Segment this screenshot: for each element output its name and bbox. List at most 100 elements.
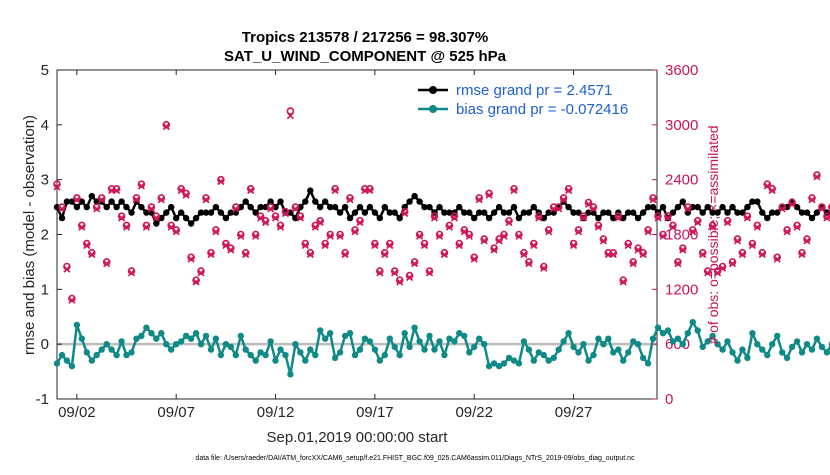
data-point <box>813 209 821 216</box>
obs-possible-point <box>723 217 732 225</box>
obs-possible-point <box>152 212 161 220</box>
obs-assimilated-point <box>679 246 687 254</box>
data-point <box>346 330 354 337</box>
obs-possible-point <box>400 207 409 216</box>
obs-possible-point <box>758 249 767 257</box>
data-point <box>331 203 339 211</box>
obs-possible-point <box>654 212 662 220</box>
data-point <box>525 346 533 353</box>
obs-possible-point <box>256 212 265 220</box>
obs-possible-point <box>659 230 667 239</box>
obs-possible-point <box>480 235 489 243</box>
obs-possible-point <box>579 212 588 220</box>
obs-assimilated-point <box>366 187 374 195</box>
data-point <box>704 338 711 345</box>
obs-possible-point <box>698 249 707 257</box>
data-point <box>719 346 726 353</box>
obs-assimilated-point <box>674 260 682 268</box>
data-point <box>53 360 61 367</box>
data-point <box>585 209 592 216</box>
data-point <box>818 343 826 351</box>
obs-possible-point <box>634 244 642 252</box>
data-point <box>207 346 215 353</box>
obs-assimilated-point <box>296 214 304 222</box>
data-point <box>68 198 76 205</box>
obs-possible-point <box>122 221 131 230</box>
obs-assimilated-point <box>78 223 86 231</box>
y2-axis-label: # of obs: o=possible; ×=assimilated <box>705 125 721 344</box>
data-point <box>421 203 428 211</box>
obs-assimilated-point <box>515 232 523 240</box>
obs-possible-point <box>217 175 225 184</box>
legend-bias-label: bias grand pr = -0.072416 <box>456 101 628 118</box>
obs-assimilated-point <box>152 214 160 222</box>
obs-assimilated-point <box>694 219 702 227</box>
data-point <box>570 209 577 216</box>
data-point <box>476 335 483 342</box>
obs-assimilated-point <box>743 214 751 222</box>
obs-assimilated-point <box>391 269 399 277</box>
data-point <box>600 341 607 348</box>
data-point <box>709 209 716 216</box>
obs-possible-point <box>197 267 205 275</box>
obs-assimilated-point <box>63 265 71 273</box>
obs-assimilated-point <box>316 219 324 227</box>
data-point <box>252 209 259 216</box>
data-point <box>759 346 766 353</box>
obs-assimilated-point <box>88 251 96 259</box>
obs-possible-point <box>445 221 454 230</box>
data-point <box>798 209 806 216</box>
obs-possible-point <box>127 267 136 275</box>
data-point <box>406 343 413 351</box>
data-point <box>495 203 503 211</box>
obs-assimilated-point <box>455 241 463 250</box>
data-point <box>451 338 458 345</box>
data-point <box>153 220 160 227</box>
obs-possible-point <box>733 235 742 243</box>
data-point <box>317 327 324 334</box>
obs-assimilated-point <box>788 200 796 208</box>
obs-possible-point <box>708 221 717 230</box>
data-point <box>505 209 513 216</box>
obs-assimilated-point <box>614 214 622 222</box>
data-point <box>764 351 771 359</box>
y2-tick-label: 2400 <box>665 172 698 189</box>
data-point <box>272 357 279 364</box>
obs-possible-point <box>828 203 830 211</box>
data-point <box>93 198 100 205</box>
data-point <box>774 332 781 340</box>
data-point <box>520 338 528 345</box>
obs-assimilated-point <box>306 251 314 259</box>
data-point <box>307 187 314 194</box>
data-point <box>371 346 379 353</box>
obs-possible-point <box>316 217 325 225</box>
data-point <box>277 346 284 353</box>
obs-possible-point <box>500 230 508 239</box>
data-point <box>769 209 776 216</box>
y-tick-label: 1 <box>41 281 49 298</box>
obs-assimilated-point <box>147 205 155 213</box>
data-point <box>143 209 150 216</box>
data-point <box>88 192 96 200</box>
data-point <box>694 327 701 334</box>
data-point <box>570 343 577 351</box>
data-point <box>247 351 254 359</box>
data-point <box>739 346 746 353</box>
data-point <box>590 351 597 359</box>
obs-assimilated-point <box>823 214 830 222</box>
obs-possible-point <box>68 294 76 303</box>
obs-assimilated-point <box>435 232 444 240</box>
obs-possible-point <box>510 185 518 193</box>
data-point <box>192 330 200 337</box>
data-point <box>495 362 503 370</box>
data-point <box>625 209 632 216</box>
data-point <box>724 209 731 216</box>
obs-assimilated-point <box>420 241 429 250</box>
obs-assimilated-point <box>709 223 717 231</box>
data-point <box>550 354 557 362</box>
data-point <box>192 214 200 222</box>
obs-assimilated-point <box>53 183 61 191</box>
data-point <box>103 203 110 211</box>
data-point <box>331 354 339 362</box>
data-point <box>466 209 473 216</box>
